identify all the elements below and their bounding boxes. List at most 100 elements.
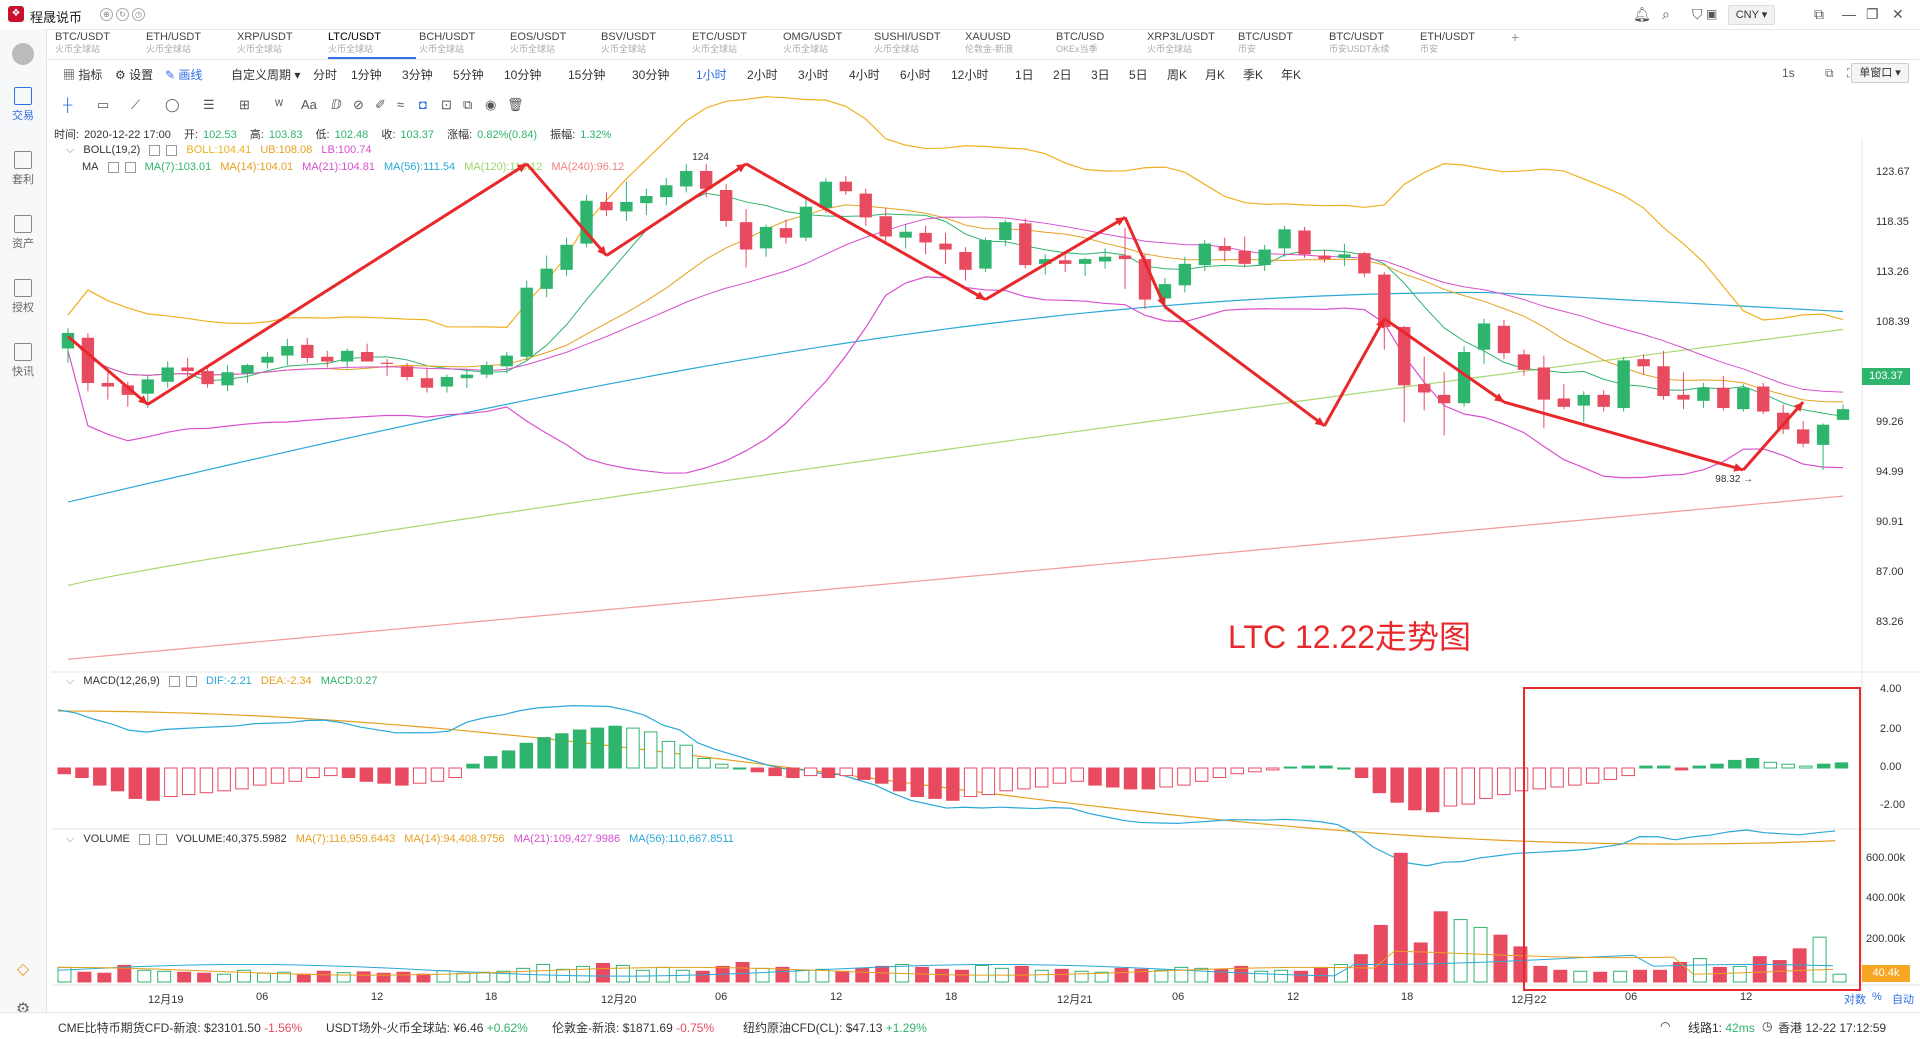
gift-icon[interactable]: ▣ (1706, 7, 1718, 21)
tab-symbol[interactable]: XRP/USDT 火币全球站 (237, 31, 325, 57)
indicator-button[interactable]: ▦ 指标 (63, 68, 103, 82)
pen-icon[interactable]: ✐ (375, 97, 386, 112)
magnet-icon[interactable]: ◘ (419, 97, 427, 112)
pin-icon[interactable]: ⊕ (100, 8, 113, 21)
tab-symbol[interactable]: BTC/USDT 币安USDT永续 (1329, 31, 1417, 57)
kline-chart[interactable]: 124 98.32 → (0, 0, 1920, 1012)
ticker-item[interactable]: CME比特币期货CFD-新浪: $23101.50 -1.56% (58, 1019, 302, 1036)
grid-tool-icon[interactable]: ⊞ (239, 97, 250, 112)
volume-settings-icon[interactable] (138, 833, 150, 845)
lock-icon[interactable]: ⊡ (441, 97, 452, 112)
window-mode-select[interactable]: 单窗口 ▾ (1851, 63, 1909, 83)
period-option[interactable]: 2小时 (747, 68, 778, 82)
diamond-icon[interactable]: ◇ (16, 961, 30, 978)
period-option[interactable]: 年K (1281, 68, 1302, 82)
period-option[interactable]: 3分钟 (402, 68, 433, 82)
period-option[interactable]: 季K (1243, 68, 1264, 82)
ticker-item[interactable]: USDT场外-火币全球站: ¥6.46 +0.62% (326, 1019, 528, 1036)
period-option[interactable]: 1分钟 (351, 68, 382, 82)
sidebar-item-arbitrage[interactable]: 套利 (0, 151, 46, 187)
currency-select[interactable]: CNY ▾ (1728, 5, 1775, 25)
volume-close-icon[interactable] (155, 833, 167, 845)
percent-scale-toggle[interactable]: % (1872, 991, 1882, 1003)
crosshair-icon[interactable]: ┼ (63, 97, 73, 112)
tab-symbol[interactable]: SUSHI/USDT 火币全球站 (874, 31, 962, 57)
search-icon[interactable]: ⌕ (1662, 6, 1670, 22)
tab-symbol[interactable]: ETC/USDT 火币全球站 (692, 31, 780, 57)
auto-scale-toggle[interactable]: 自动 (1892, 994, 1914, 1006)
sidebar-item-assets[interactable]: 资产 (0, 215, 46, 251)
boll-close-icon[interactable] (166, 144, 178, 156)
tab-symbol[interactable]: OMG/USDT 火币全球站 (783, 31, 871, 57)
zigzag-icon[interactable]: ᵂ (275, 97, 284, 112)
sidebar-item-authorize[interactable]: 授权 (0, 279, 46, 315)
settings-button[interactable]: ⚙ 设置 (115, 68, 154, 82)
ellipse-icon[interactable]: ◯ (165, 97, 180, 112)
period-option[interactable]: 3小时 (798, 68, 829, 82)
sidebar-item-trade[interactable]: 交易 (0, 87, 46, 123)
refresh-icon[interactable]: ↻ (116, 8, 129, 21)
period-option[interactable]: 12小时 (951, 68, 989, 82)
history-icon[interactable]: ◷ (132, 8, 145, 21)
brush-icon[interactable]: ⅅ (331, 97, 342, 112)
period-option[interactable]: 5分钟 (453, 68, 484, 82)
sidebar-avatar[interactable] (0, 43, 46, 65)
bell-icon[interactable]: 🔔︎ (1633, 6, 1651, 22)
tab-symbol[interactable]: EOS/USDT 火币全球站 (510, 31, 598, 57)
period-option[interactable]: 4小时 (849, 68, 880, 82)
collapse-icon[interactable]: ⌵ (66, 833, 75, 845)
path-icon[interactable]: ≈ (397, 97, 405, 112)
tab-symbol[interactable]: ETH/USDT 火币全球站 (146, 31, 234, 57)
close-icon[interactable]: ✕ (1892, 6, 1904, 22)
eye-icon[interactable]: ◉ (485, 97, 497, 112)
macd-settings-icon[interactable] (168, 675, 180, 687)
draw-button[interactable]: ✎ 画线 (165, 68, 203, 82)
period-option[interactable]: 10分钟 (504, 68, 542, 82)
tab-symbol[interactable]: LTC/USDT 火币全球站 (328, 31, 416, 59)
tab-symbol[interactable]: BTC/USDT 币安 (1238, 31, 1326, 57)
period-option[interactable]: 5日 (1129, 68, 1148, 82)
period-option[interactable]: 3日 (1091, 68, 1110, 82)
tab-symbol[interactable]: BCH/USDT 火币全球站 (419, 31, 507, 57)
tab-symbol[interactable]: BSV/USDT 火币全球站 (601, 31, 689, 57)
collapse-icon[interactable]: ⌵ (66, 675, 75, 687)
ticker-item[interactable]: 伦敦金-新浪: $1871.69 -0.75% (552, 1019, 714, 1036)
ticker-item[interactable]: 纽约原油CFD(CL): $47.13 +1.29% (743, 1019, 927, 1036)
log-scale-toggle[interactable]: 对数 (1844, 994, 1866, 1006)
period-option[interactable]: 6小时 (900, 68, 931, 82)
text-tool-icon[interactable]: Aa (301, 97, 317, 112)
period-option[interactable]: 月K (1205, 68, 1226, 82)
period-option[interactable]: 30分钟 (632, 68, 670, 82)
copy-icon[interactable]: ⧉ (1825, 66, 1834, 80)
macd-close-icon[interactable] (185, 675, 197, 687)
period-option[interactable]: 周K (1167, 68, 1188, 82)
shirt-icon[interactable]: ⛉ (1692, 6, 1703, 22)
period-option[interactable]: 1小时 (696, 68, 727, 82)
custom-period-select[interactable]: 自定义周期 ▾ (231, 68, 301, 82)
trendline-icon[interactable]: ⟋ (131, 97, 141, 112)
ma-close-icon[interactable] (124, 161, 136, 173)
interval-label[interactable]: 1s (1782, 66, 1795, 80)
ma-settings-icon[interactable] (107, 161, 119, 173)
tab-symbol[interactable]: ETH/USDT 币安 (1420, 31, 1508, 57)
period-option[interactable]: 分时 (313, 68, 338, 82)
collapse-icon[interactable]: ⌵ (66, 144, 75, 156)
restore-icon[interactable]: ❐ (1866, 6, 1879, 22)
fib-icon[interactable]: ☰ (203, 97, 215, 112)
line-label[interactable]: 线路1: 42ms (1688, 1019, 1755, 1036)
minimize-icon[interactable]: — (1842, 6, 1856, 22)
tab-symbol[interactable]: BTC/USDT 火币全球站 (55, 31, 143, 57)
duplicate-icon[interactable]: ⧉ (463, 97, 473, 112)
boll-settings-icon[interactable] (149, 144, 161, 156)
period-option[interactable]: 15分钟 (568, 68, 606, 82)
period-option[interactable]: 2日 (1053, 68, 1072, 82)
add-tab-icon[interactable]: + (1511, 29, 1520, 45)
tab-symbol[interactable]: BTC/USD OKEx当季 (1056, 31, 1144, 57)
period-option[interactable]: 1日 (1015, 68, 1034, 82)
link-icon[interactable]: ⊘ (353, 97, 364, 112)
trash-icon[interactable]: 🗑︎ (507, 97, 524, 112)
tab-symbol[interactable]: XAUUSD 伦敦金-新浪 (965, 31, 1053, 57)
tab-symbol[interactable]: XRP3L/USDT 火币全球站 (1147, 31, 1235, 57)
ruler-icon[interactable]: ▭ (97, 97, 110, 112)
popout-icon[interactable]: ⧉ (1814, 6, 1824, 22)
